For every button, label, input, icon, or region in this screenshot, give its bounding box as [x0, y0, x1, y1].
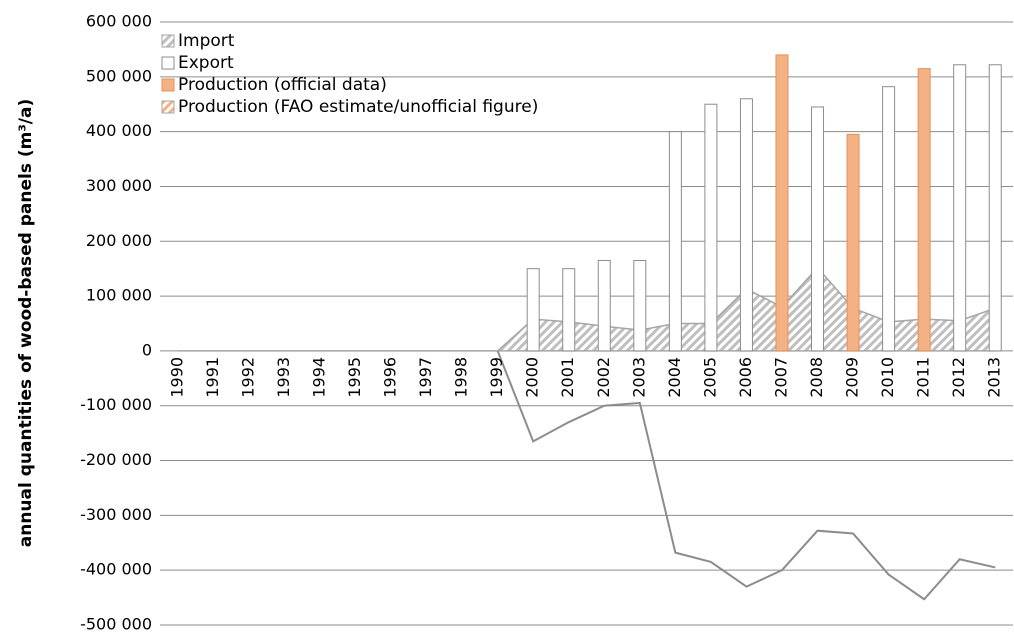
x-tick-label: 2003: [629, 357, 648, 398]
x-tick-label: 1993: [274, 357, 293, 398]
x-tick-label: 2013: [985, 357, 1004, 398]
bar: [633, 259, 647, 352]
legend-swatch: [161, 34, 175, 48]
y-tick-label: 600 000: [86, 12, 152, 31]
bar: [882, 86, 896, 352]
bar: [988, 64, 1002, 352]
x-tick-label: 2002: [594, 357, 613, 398]
bar: [668, 131, 682, 352]
x-tick-label: 1994: [309, 357, 328, 398]
x-tick-label: 1997: [416, 357, 435, 398]
y-tick-label: -400 000: [80, 560, 152, 579]
x-tick-label: 1999: [487, 357, 506, 398]
x-tick-label: 2011: [914, 357, 933, 398]
bar: [704, 103, 718, 352]
x-tick-label: 2010: [878, 357, 897, 398]
bar: [526, 268, 540, 352]
legend-item: Production (official data): [161, 75, 387, 95]
y-tick-label: -300 000: [80, 505, 152, 524]
x-tick-label: 2005: [700, 357, 719, 398]
bar: [846, 133, 860, 352]
y-tick-label: -200 000: [80, 450, 152, 469]
y-tick-label: 200 000: [86, 231, 152, 250]
x-tick-label: 2001: [558, 357, 577, 398]
x-tick-label: 2009: [843, 357, 862, 398]
x-tick-label: 1992: [238, 357, 257, 398]
legend-label: Export: [178, 53, 234, 73]
legend-swatch: [161, 100, 175, 114]
x-tick-label: 2007: [771, 357, 790, 398]
legend-item: Import: [161, 31, 235, 51]
bar: [953, 64, 967, 352]
bar: [811, 106, 825, 352]
y-axis-label: annual quantities of wood-based panels (…: [16, 99, 36, 548]
legend-label: Production (official data): [178, 75, 387, 95]
y-tick-label: 300 000: [86, 176, 152, 195]
y-tick-label: 400 000: [86, 121, 152, 140]
x-tick-label: 1998: [452, 357, 471, 398]
legend-label: Import: [178, 31, 235, 51]
y-tick-label: -500 000: [80, 615, 152, 632]
y-tick-label: 500 000: [86, 66, 152, 85]
legend-item: Production (FAO estimate/unofficial figu…: [161, 97, 538, 117]
x-tick-label: 1996: [381, 357, 400, 398]
bar: [775, 54, 789, 352]
bar: [562, 268, 576, 352]
legend-swatch: [161, 78, 175, 92]
x-tick-label: 2006: [736, 357, 755, 398]
y-tick-label: -100 000: [80, 395, 152, 414]
bar: [597, 259, 611, 352]
x-tick-label: 1991: [203, 357, 222, 398]
bar: [739, 98, 753, 352]
y-tick-label: 0: [142, 340, 152, 359]
x-tick-label: 2012: [949, 357, 968, 398]
x-tick-label: 2004: [665, 357, 684, 398]
line: [496, 350, 996, 601]
legend-item: Export: [161, 53, 234, 73]
x-tick-label: 1990: [167, 357, 186, 398]
x-tick-label: 1995: [345, 357, 364, 398]
y-tick-label: 100 000: [86, 286, 152, 305]
area: [177, 266, 996, 352]
x-tick-label: 2000: [523, 357, 542, 398]
x-tick-label: 2008: [807, 357, 826, 398]
legend-swatch: [161, 56, 175, 70]
bar: [917, 68, 931, 352]
legend-label: Production (FAO estimate/unofficial figu…: [178, 97, 538, 117]
